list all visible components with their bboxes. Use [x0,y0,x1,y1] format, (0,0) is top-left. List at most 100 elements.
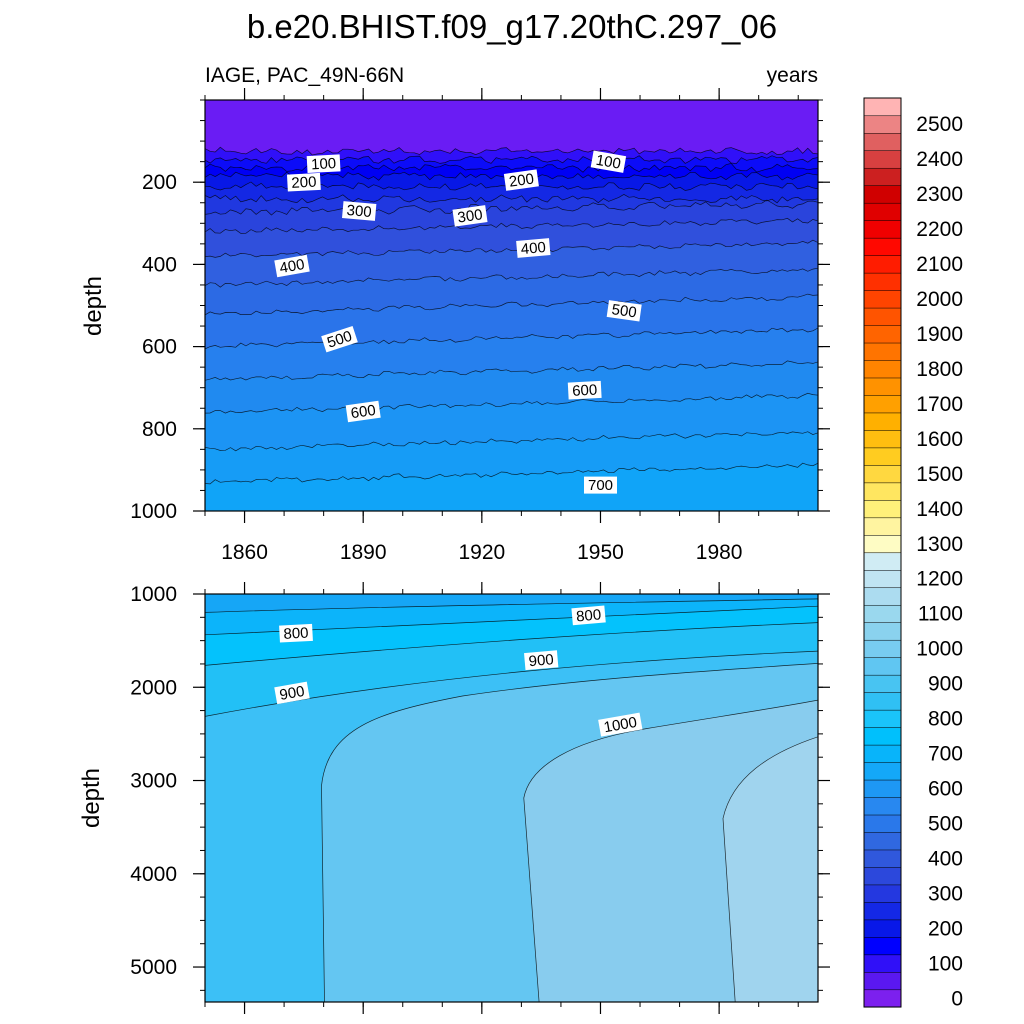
colorbar-label: 1900 [916,323,963,346]
colorbar-swatch [863,482,902,501]
lower-y-tick-label: 4000 [130,863,177,886]
upper-contour-label-bg [516,238,551,258]
upper-y-tick-label: 800 [142,418,177,441]
upper-contour-label-bg [306,154,341,174]
colorbar-swatch [863,307,902,326]
colorbar-swatch [863,534,902,554]
upper-contour-label-bg [286,172,321,192]
colorbar-swatch [863,272,902,291]
colorbar-label: 1700 [916,393,963,416]
lower-contour-label-text: 800 [283,625,309,643]
upper-y-axis-label: depth [80,276,107,336]
upper-x-tick-label: 1860 [221,541,268,564]
colorbar-label: 300 [928,882,963,905]
colorbar-swatch [863,849,902,868]
upper-contour-label-bg [345,400,381,423]
upper-contour-line-15 [205,431,818,452]
upper-contour-label-bg [567,380,602,400]
upper-contour-label: 600 [345,400,381,423]
colorbar-label: 2000 [916,288,963,311]
lower-contour-line-0 [205,598,818,613]
colorbar-swatch [863,464,902,484]
colorbar-swatch [863,796,902,816]
colorbar-label: 900 [928,673,963,696]
colorbar-swatch [863,709,902,728]
colorbar-swatch [863,342,902,361]
lower-contour-line-5 [523,699,818,1002]
lower-y-tick-label: 3000 [130,770,177,793]
colorbar-swatch [863,604,902,623]
colorbar-swatch [863,569,902,589]
upper-contour-label-bg [503,169,539,191]
lower-contour-label-text: 800 [575,606,601,625]
colorbar-swatch [863,884,902,903]
lower-y-tick-label: 1000 [130,583,177,606]
colorbar-swatch [863,919,902,938]
lower-contour-label-bg [274,681,310,705]
colorbar-label: 1300 [916,533,963,556]
colorbar-swatch [863,150,902,169]
upper-contour-label-text: 500 [611,301,638,321]
upper-contour-label-text: 300 [456,206,483,226]
colorbar-label: 1100 [918,603,963,626]
colorbar-swatch [863,989,902,1008]
upper-contour-label-text: 500 [325,328,354,352]
lower-y-axis-label: depth [78,768,105,828]
lower-band-top-3 [205,622,818,717]
colorbar-label: 2400 [916,148,963,171]
colorbar-swatch [863,517,902,536]
upper-panel-fill [205,100,818,511]
lower-contour-label: 1000 [598,712,643,737]
upper-contour-label: 300 [342,201,377,221]
colorbar-label: 1800 [916,358,963,381]
upper-contour-line-7 [205,199,818,216]
colorbar-swatch [863,167,902,186]
lower-contour-line-6 [722,736,818,1002]
colorbar-swatch [863,255,902,274]
lower-panel: 800 800 900 900 1000 1000 2000 3000 4000 5000 de… [78,582,830,1014]
colorbar-swatch [863,220,902,239]
upper-contour-label-text: 600 [572,382,598,400]
upper-contour-label-bg [606,300,642,322]
colorbar-swatch [863,622,902,641]
lower-panel-fill [205,594,818,1002]
upper-contour-label: 600 [567,380,602,400]
colorbar-label: 2500 [916,113,963,136]
upper-x-tick-label: 1920 [458,541,505,564]
colorbar-swatch [863,936,902,956]
lower-contour-label-text: 1000 [602,714,638,737]
upper-contour-label-bg [321,326,358,353]
lower-band-top-2 [205,606,818,666]
lower-contour-line-2 [205,622,818,666]
lower-contour-label-bg [524,650,559,671]
upper-contour-line-12 [205,327,818,350]
colorbar-label: 2200 [916,218,963,241]
lower-band-top-1 [205,598,818,635]
colorbar-swatch [863,779,902,798]
upper-contour-line-9 [205,239,818,258]
colorbar-label: 500 [928,813,963,836]
colorbar-frame [863,97,902,1008]
colorbar-swatch [863,394,902,414]
lower-y-tick-label: 2000 [130,676,177,699]
upper-contour-label: 300 [452,205,488,227]
colorbar-swatch [863,657,902,676]
upper-contour-label-text: 100 [595,152,623,173]
lower-panel-axes: 1000 2000 3000 4000 5000 [130,582,830,1014]
colorbar-label: 1600 [916,428,963,451]
colorbar-swatch [863,377,902,396]
upper-contour-label-bg [452,205,488,227]
colorbar-swatch [863,359,902,379]
lower-contour-label: 900 [524,650,559,671]
upper-contour-label-text: 400 [278,256,306,277]
colorbar-swatch [863,744,902,763]
lower-contour-label-text: 900 [278,683,306,704]
lower-y-tick-label: 5000 [130,956,177,979]
colorbar-swatch [863,692,902,711]
upper-x-tick-label: 1950 [577,541,624,564]
upper-contour-line-8 [205,217,818,234]
colorbar-swatch [863,237,902,256]
colorbar-swatch [863,185,902,204]
